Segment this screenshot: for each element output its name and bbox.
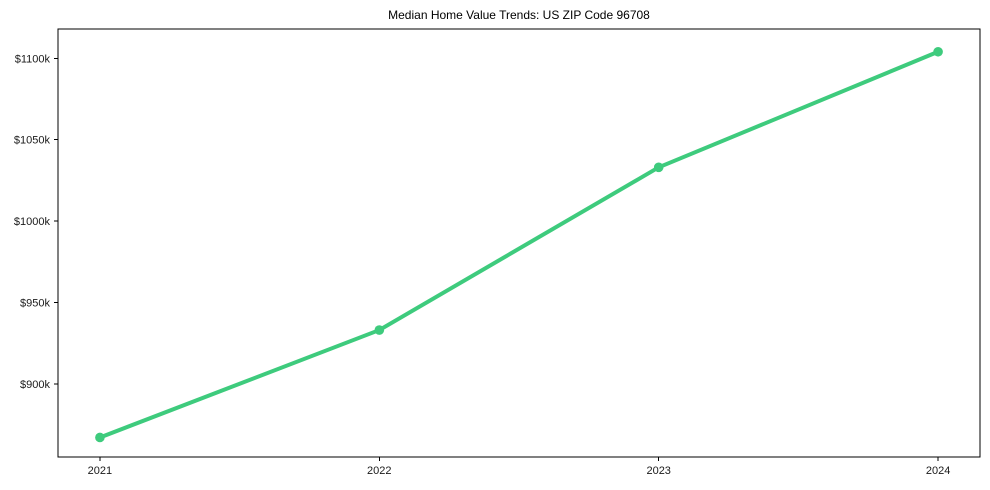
chart-title: Median Home Value Trends: US ZIP Code 96… <box>388 8 650 22</box>
y-tick-label: $900k <box>20 379 50 391</box>
y-tick-label: $950k <box>20 297 50 309</box>
plot-border <box>57 28 981 458</box>
x-tick-label: 2023 <box>646 465 670 477</box>
data-point <box>933 46 943 57</box>
data-point <box>95 432 105 443</box>
data-point <box>653 162 664 173</box>
y-tick-label: $1000k <box>14 216 51 228</box>
trend-line <box>97 49 941 440</box>
y-tick-label: $1100k <box>15 53 51 65</box>
data-point <box>374 325 385 335</box>
y-tick-label: $1050k <box>14 135 51 147</box>
x-tick-label: 2024 <box>926 465 950 477</box>
x-tick-label: 2022 <box>367 465 391 477</box>
x-tick-label: 2021 <box>88 465 112 477</box>
